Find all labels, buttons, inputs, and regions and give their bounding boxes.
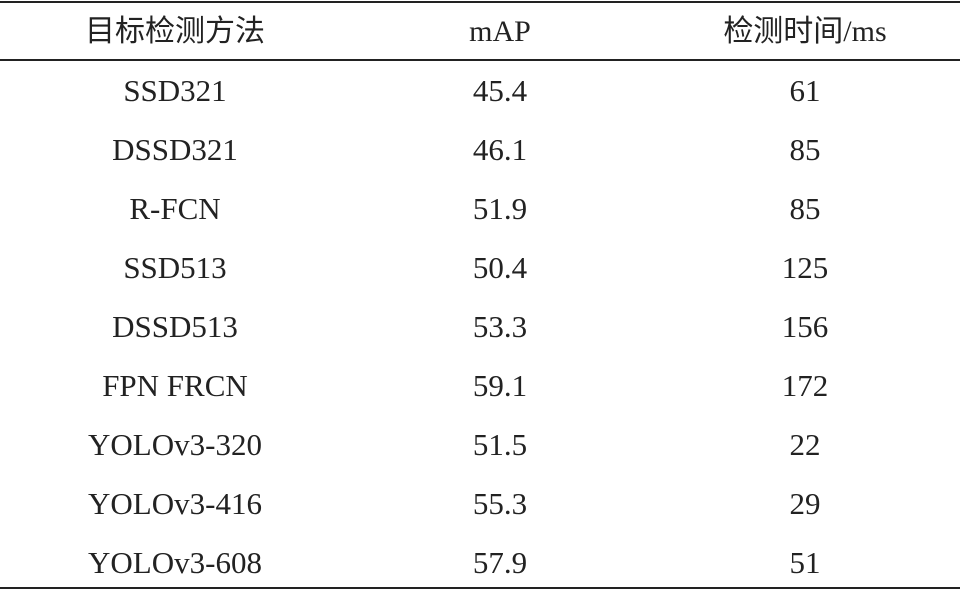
table-cell: 156 xyxy=(781,309,829,344)
table-cell: 22 xyxy=(789,427,821,462)
table-cell: 50.4 xyxy=(472,250,528,285)
table-cell: 46.1 xyxy=(472,132,528,167)
table-cell: YOLOv3-320 xyxy=(88,427,262,462)
header-cell: mAP xyxy=(469,15,531,48)
table-cell: 61 xyxy=(789,73,821,108)
table-cell: DSSD513 xyxy=(112,309,238,344)
table-cell: 45.4 xyxy=(472,73,528,108)
table-cell: FPN FRCN xyxy=(102,368,248,403)
header-cell: 目标检测方法 xyxy=(85,15,265,48)
table-cell: 53.3 xyxy=(472,309,528,344)
table-cell: DSSD321 xyxy=(112,132,238,167)
header-cell: 检测时间/ms xyxy=(723,15,887,48)
table-cell: 51.9 xyxy=(472,191,528,226)
table-cell: 85 xyxy=(789,132,821,167)
table-cell: 57.9 xyxy=(472,545,528,580)
table-cell: 125 xyxy=(781,250,829,285)
table-cell: YOLOv3-608 xyxy=(88,545,262,580)
table-cell: 51.5 xyxy=(472,427,528,462)
table-cell: 59.1 xyxy=(472,368,528,403)
table-cell: 51 xyxy=(789,545,821,580)
top-rule xyxy=(0,1,960,3)
table-cell: YOLOv3-416 xyxy=(88,486,262,521)
bottom-rule xyxy=(0,587,960,589)
table-cell: SSD513 xyxy=(123,250,227,285)
table-cell: 85 xyxy=(789,191,821,226)
table-cell: 29 xyxy=(789,486,821,521)
table-cell: SSD321 xyxy=(123,73,227,108)
table-cell: R-FCN xyxy=(129,191,221,226)
header-rule xyxy=(0,59,960,61)
table-cell: 172 xyxy=(781,368,829,403)
table-cell: 55.3 xyxy=(472,486,528,521)
